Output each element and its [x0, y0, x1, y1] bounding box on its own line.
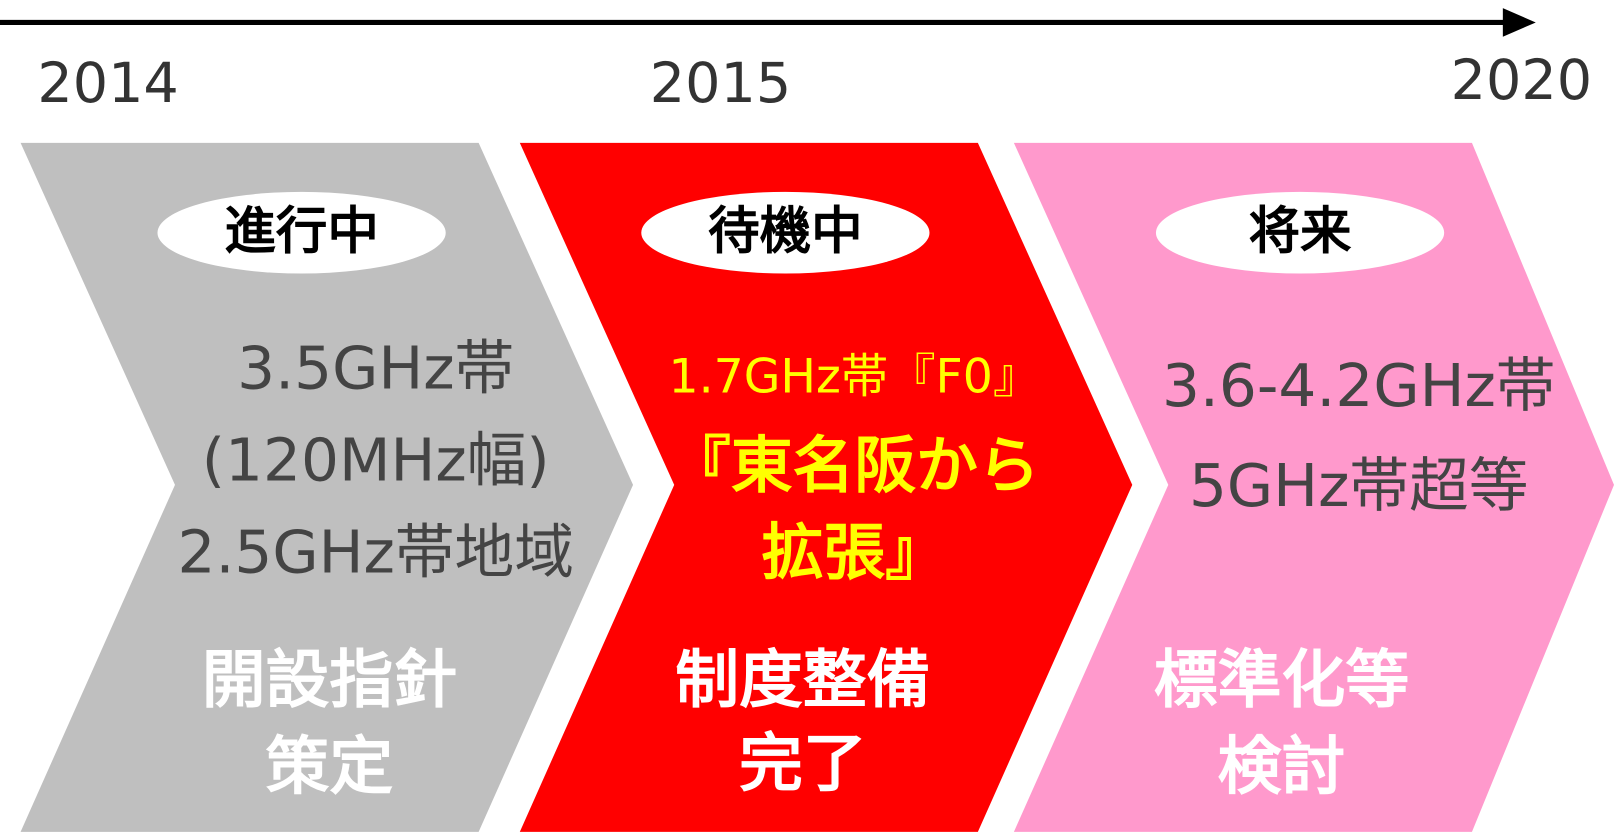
outcome-line: 制度整備 — [675, 643, 930, 717]
stage-chevron — [1013, 142, 1614, 832]
status-badge — [1155, 191, 1445, 274]
spectrum-line: 1.7GHz帯『F0』 — [668, 350, 1040, 405]
spectrum-line: 3.5GHz帯 — [237, 335, 514, 404]
stage-chevron — [20, 142, 634, 832]
year-label: 2015 — [650, 52, 791, 116]
status-label: 将来 — [1249, 202, 1353, 262]
outcome-line: 完了 — [739, 726, 867, 800]
outcome-line: 検討 — [1218, 729, 1346, 803]
status-badge — [641, 191, 930, 274]
year-label: 2020 — [1451, 49, 1592, 113]
arrow-head — [1502, 8, 1536, 37]
year-label: 2014 — [37, 52, 178, 116]
status-badge — [157, 191, 446, 274]
spectrum-line: 5GHz帯超等 — [1189, 452, 1529, 521]
spectrum-line: 3.6-4.2GHz帯 — [1162, 352, 1556, 421]
spectrum-line: 『東名阪から — [669, 430, 1040, 502]
outcome-line: 策定 — [266, 729, 394, 803]
spectrum-line: 2.5GHz帯地域 — [177, 519, 573, 588]
outcome-line: 開設指針 — [202, 643, 457, 717]
stage-chevron — [519, 142, 1133, 832]
spectrum-line: (120MHz幅) — [202, 427, 550, 496]
spectrum-line: 拡張』 — [762, 517, 947, 589]
status-label: 進行中 — [224, 202, 378, 262]
status-label: 待機中 — [708, 202, 862, 262]
outcome-line: 標準化等 — [1154, 643, 1409, 717]
